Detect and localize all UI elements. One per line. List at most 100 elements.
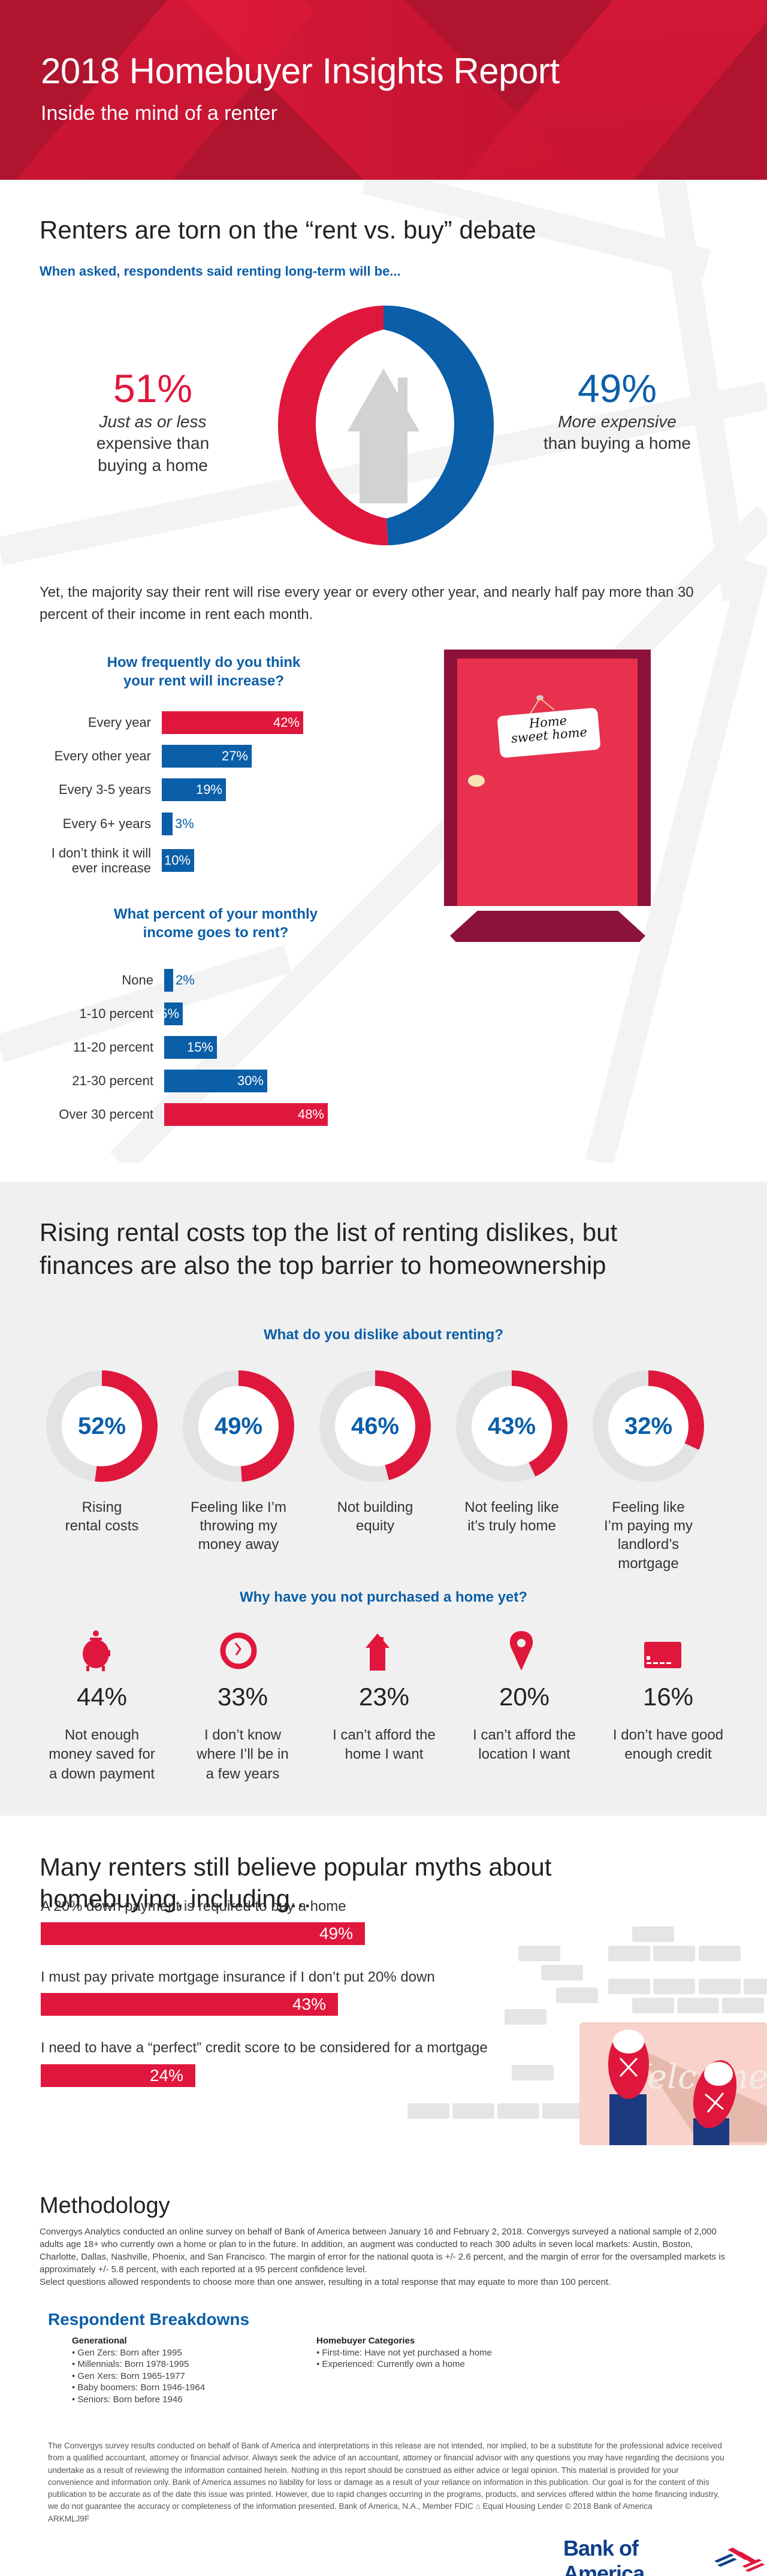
bar-label: Every 3-5 years <box>58 782 151 798</box>
breakdown-item: • Gen Xers: Born 1965-1977 <box>72 2370 185 2381</box>
barrier-value: 44% <box>76 1683 128 1711</box>
stat-more-expensive: 49% More expensive than buying a home <box>527 366 707 455</box>
barrier-value: 33% <box>217 1683 268 1711</box>
stat-less-expensive: 51% Just as or less expensive than buyin… <box>78 366 228 476</box>
stat-label: buying a home <box>98 455 208 475</box>
bar-row-every-year: Every year 42% <box>42 711 303 734</box>
bar-value: 15% <box>186 1040 213 1055</box>
brick-decoration <box>542 2103 584 2119</box>
ring-value: 49% <box>214 1412 263 1439</box>
bar: 10% <box>162 849 194 872</box>
bar-row-every-other-year: Every other year 27% <box>42 745 252 768</box>
logo-wordmark: Bank of America <box>563 2536 645 2576</box>
generational-breakdown: Generational • Gen Zers: Born after 1995… <box>72 2335 205 2405</box>
barrier-value: 20% <box>499 1683 550 1711</box>
ring-gauge-rising-costs: 52% <box>45 1369 159 1483</box>
ring-gauge-no-equity: 46% <box>318 1369 432 1483</box>
credit-card-icon <box>644 1642 681 1668</box>
brick-decoration <box>541 1965 583 1980</box>
bar-label: Over 30 percent <box>59 1107 153 1122</box>
label-line: it’s truly home <box>467 1518 556 1535</box>
myth-label: A 20% down payment is required to buy a … <box>41 1898 346 1914</box>
rent-rise-summary: Yet, the majority say their rent will ri… <box>40 584 694 623</box>
bar-label: None <box>122 973 153 988</box>
label-line: money away <box>198 1536 279 1553</box>
ring-gauge-not-home: 43% <box>455 1369 569 1483</box>
myth-bar: 43% <box>41 1993 338 2016</box>
door-illustration <box>457 659 638 906</box>
bar-row-21-30-percent: 21-30 percent 30% <box>44 1070 267 1092</box>
label-line: location I want <box>478 1746 570 1763</box>
barrier-label: I can’t afford the location I want <box>458 1726 590 1765</box>
label-line: I don’t know <box>204 1727 282 1743</box>
brick-decoration <box>497 2103 539 2119</box>
breakdown-item-text: Experienced: Currently own a home <box>322 2359 465 2369</box>
bar-value: 10% <box>164 853 191 868</box>
barrier-value: 23% <box>358 1683 410 1711</box>
bar-row-every-6-plus-years: Every 6+ years 3% <box>42 813 194 835</box>
ring-gauge-landlord-mortgage: 32% <box>591 1369 705 1483</box>
donut-segment-less-expensive <box>277 306 388 546</box>
label-line: Rising <box>81 1499 122 1515</box>
brick-decoration <box>744 1979 767 1994</box>
methodology-heading: Methodology <box>40 2193 170 2218</box>
bar: 48% <box>164 1103 328 1126</box>
myth-bar: 49% <box>41 1922 365 1945</box>
methodology-text: Convergys Analytics conducted an online … <box>40 2227 726 2275</box>
bar-value: 42% <box>273 715 300 730</box>
brick-decoration <box>632 1998 674 2013</box>
breakdown-item: • Baby boomers: Born 1946-1964 <box>72 2382 206 2393</box>
sign-string-icon <box>530 697 555 714</box>
stat-label: expensive than <box>96 434 210 453</box>
label-line: a few years <box>206 1765 280 1782</box>
breakdown-item: • Millennials: Born 1978-1995 <box>72 2359 189 2369</box>
bar-label: 21-30 percent <box>72 1073 153 1089</box>
stat-label: than buying a home <box>543 434 691 453</box>
ring-value: 52% <box>77 1412 126 1439</box>
ring-label: Not building equity <box>312 1498 438 1535</box>
report-subtitle: Inside the mind of a renter <box>41 102 278 125</box>
map-pin-icon <box>509 1631 533 1671</box>
ring-label: Feeling like I’m throwing my money away <box>176 1498 301 1554</box>
barrier-label: I can’t afford the home I want <box>318 1726 450 1765</box>
bar-row-never-increase: I don’t think it will ever increase 10% <box>42 845 194 875</box>
stat-label-line: More expensive <box>558 412 677 431</box>
myth-label: I must pay private mortgage insurance if… <box>41 1969 435 1985</box>
bar-value: 2% <box>176 973 195 987</box>
homebuyer-categories-breakdown: Homebuyer Categories • First-time: Have … <box>316 2335 492 2370</box>
breakdown-item: • Gen Zers: Born after 1995 <box>72 2347 182 2358</box>
bar: 30% <box>164 1070 267 1092</box>
bank-of-america-logo: Bank of America <box>563 2536 767 2576</box>
ring-gauge-throwing-money: 49% <box>182 1369 295 1483</box>
not-purchased-question: Why have you not purchased a home yet? <box>239 1589 528 1605</box>
bar-value: 3% <box>175 816 194 831</box>
heading-line: Many renters still believe popular myths… <box>40 1853 552 1881</box>
section-dislikes-barriers <box>0 1182 767 1816</box>
breakdown-item-text: Seniors: Born before 1946 <box>77 2394 183 2405</box>
label-line: I’m paying my <box>603 1518 693 1535</box>
breakdown-heading: Generational <box>72 2336 127 2346</box>
barrier-label: I don’t have good enough credit <box>602 1726 734 1765</box>
brick-decoration <box>632 1926 674 1942</box>
label-line: home I want <box>345 1746 424 1763</box>
brick-decoration <box>518 1946 560 1961</box>
ring-value: 46% <box>351 1412 400 1439</box>
brick-decoration <box>556 1988 598 2003</box>
clock-icon <box>220 1632 257 1669</box>
breakdown-item-text: Baby boomers: Born 1946-1964 <box>77 2382 206 2393</box>
rent-vs-buy-donut-chart <box>277 305 494 546</box>
bar-label: Every 6+ years <box>62 816 151 832</box>
label-line: equity <box>355 1518 395 1535</box>
methodology-note: Select questions allowed respondents to … <box>40 2277 611 2287</box>
label-line: Feeling like <box>612 1499 685 1515</box>
stat-value: 51% <box>113 366 193 410</box>
bar-value: 24% <box>149 2066 183 2085</box>
barrier-label: I don’t know where I’ll be in a few year… <box>177 1726 309 1784</box>
bar-value: 43% <box>292 1995 326 2013</box>
brick-decoration <box>608 1979 650 1994</box>
heading-line: finances are also the top barrier to hom… <box>40 1251 606 1279</box>
stat-value: 49% <box>577 366 657 410</box>
brick-decoration <box>505 2009 546 2025</box>
myth-bar: 24% <box>41 2064 195 2087</box>
